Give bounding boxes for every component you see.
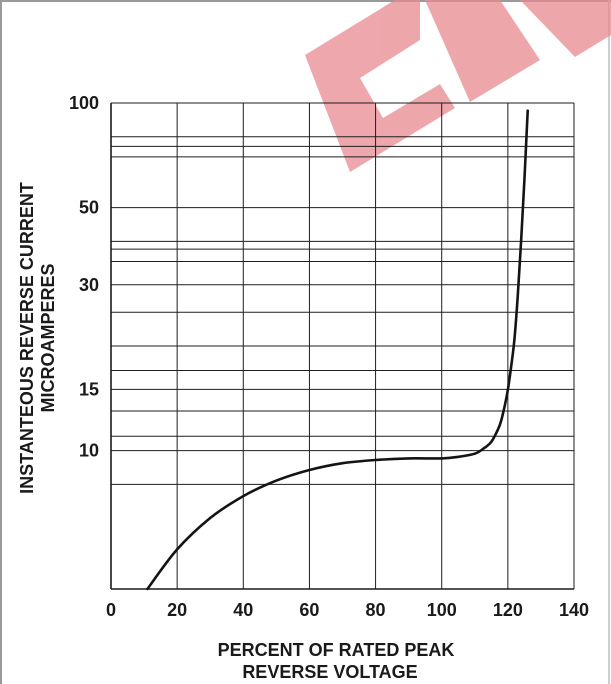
x-tick-label: 120 [493, 600, 523, 620]
x-tick-label: 0 [106, 600, 116, 620]
y-tick-labels: 100 50 30 15 10 [69, 93, 99, 461]
y-tick-label: 30 [79, 275, 99, 295]
y-tick-label: 50 [79, 198, 99, 218]
y-tick-label: 10 [79, 441, 99, 461]
x-tick-label: 60 [299, 600, 319, 620]
x-tick-label: 100 [427, 600, 457, 620]
y-axis-label-line2: MICROAMPERES [38, 263, 58, 412]
y-tick-label: 15 [79, 379, 99, 399]
series-line [146, 109, 529, 591]
x-tick-label: 40 [233, 600, 253, 620]
curve-layer [146, 109, 529, 591]
x-axis-label-line2: REVERSE VOLTAGE [242, 662, 417, 682]
y-tick-label: 100 [69, 93, 99, 113]
watermark-shape-1 [305, 0, 455, 172]
x-tick-label: 80 [366, 600, 386, 620]
x-tick-label: 140 [559, 600, 589, 620]
plot-grid [110, 102, 575, 590]
watermark-shape-2 [425, 0, 540, 102]
x-tick-label: 20 [167, 600, 187, 620]
x-tick-labels: 0 20 40 60 80 100 120 140 [106, 600, 589, 620]
watermark-shape-3 [520, 0, 611, 57]
x-axis-label-line1: PERCENT OF RATED PEAK [218, 640, 455, 660]
watermark-logo [305, 0, 611, 172]
y-axis-label-line1: INSTANTEOUS REVERSE CURRENT [17, 182, 37, 494]
